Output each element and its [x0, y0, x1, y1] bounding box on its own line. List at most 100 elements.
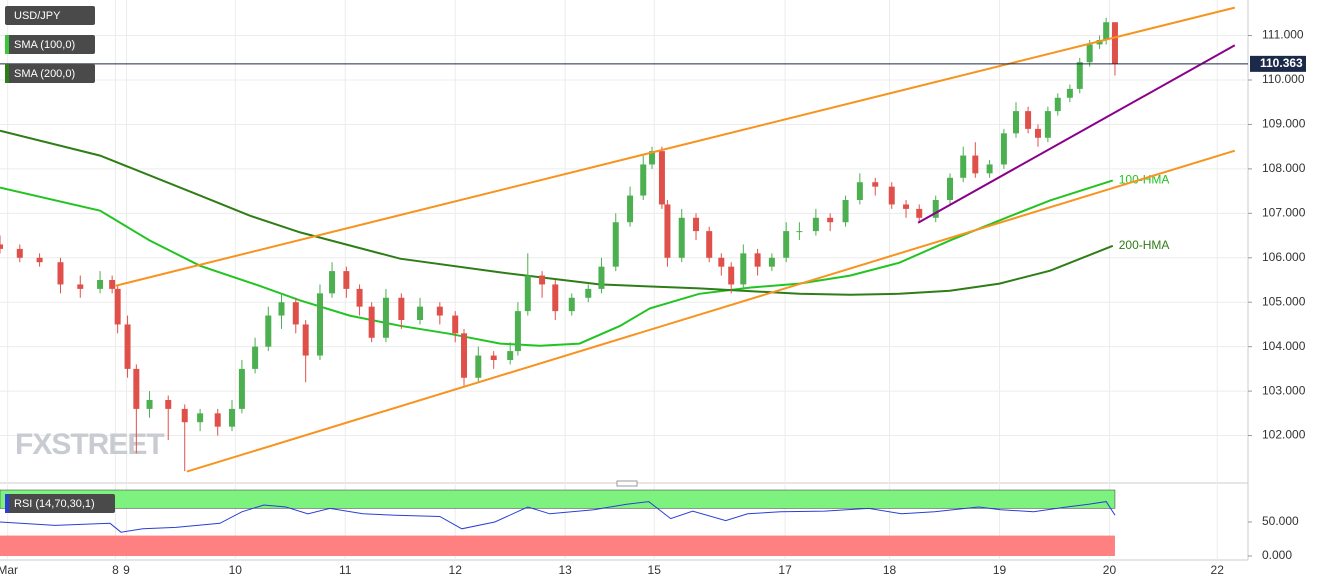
x-tick-label: 18 [883, 563, 897, 577]
candle-body [181, 408, 188, 423]
candle-body [664, 204, 671, 258]
candle-body [214, 413, 221, 427]
legend-box[interactable] [5, 35, 95, 54]
legend-label: RSI (14,70,30,1) [14, 498, 95, 510]
candle-body [903, 204, 910, 209]
rsi-overbought-zone [0, 489, 1116, 509]
candle-body [238, 368, 245, 409]
y-tick-label: 110.000 [1262, 72, 1305, 86]
candle-body [706, 231, 713, 258]
legend-label: SMA (200,0) [14, 68, 75, 80]
candle-body [114, 288, 121, 325]
candle-body [329, 271, 336, 294]
pane-handle[interactable] [616, 480, 638, 487]
candle-body [252, 346, 259, 369]
legend-box[interactable] [5, 494, 115, 513]
candle-body [693, 217, 700, 232]
candle-body [292, 302, 299, 325]
x-tick-label: 9 [123, 563, 130, 577]
candle-body [552, 284, 559, 312]
y-tick-label: 105.000 [1262, 294, 1306, 308]
candle-body [356, 288, 363, 307]
candle-body [417, 306, 424, 320]
x-tick-label: 13 [558, 563, 572, 577]
last-price-label: 110.363 [1260, 56, 1303, 70]
candle-body [278, 302, 285, 316]
y-tick-label: 50.000 [1262, 514, 1299, 528]
candle-body [842, 200, 849, 223]
y-tick-label: 103.000 [1262, 383, 1306, 397]
x-tick-label: 22 [1211, 563, 1225, 577]
legend-swatch [5, 494, 9, 513]
candle-body [856, 182, 863, 200]
y-tick-label: 108.000 [1262, 161, 1306, 175]
candle-body [649, 151, 656, 165]
candle-body [585, 288, 592, 298]
moving-average-line [0, 129, 1114, 296]
candle-body [109, 280, 116, 289]
candle-body [343, 271, 350, 289]
legend-box[interactable] [5, 6, 95, 25]
candle-body [265, 315, 272, 347]
candle-body [1086, 44, 1093, 63]
candle-body [524, 275, 531, 312]
candle-body [57, 262, 64, 285]
candle-body [640, 164, 647, 196]
legend-box[interactable] [5, 64, 95, 83]
candle-body [1103, 22, 1110, 40]
legend-swatch [5, 64, 9, 83]
candle-body [0, 244, 3, 249]
y-tick-label: 107.000 [1262, 206, 1306, 220]
candle-body [452, 315, 459, 334]
x-tick-label: Mar [0, 563, 18, 577]
candle-body [36, 257, 43, 263]
candle-body [398, 297, 405, 320]
candle-body [507, 351, 514, 360]
candle-body [539, 275, 546, 285]
candle-body [888, 186, 895, 205]
candle-body [77, 284, 84, 289]
candle-body [316, 293, 323, 356]
last-price-box [1250, 55, 1306, 72]
candle-body [827, 217, 834, 223]
candle-body [612, 222, 619, 267]
candle-body [1111, 22, 1118, 64]
x-tick-label: 11 [339, 563, 352, 577]
candle-body [490, 355, 497, 360]
x-tick-label: 17 [778, 563, 792, 577]
candle-body [165, 400, 172, 409]
candle-body [796, 231, 803, 233]
candle-body [718, 257, 725, 267]
candle-body [146, 400, 153, 409]
moving-average-line [0, 179, 1114, 347]
candle-body [1066, 88, 1073, 98]
candle-body [627, 195, 634, 223]
candle-body [229, 408, 236, 427]
candle-body [972, 155, 979, 174]
candle-body [97, 280, 104, 289]
candle-body [1034, 128, 1041, 138]
candle-body [197, 413, 204, 423]
y-tick-label: 109.000 [1262, 117, 1306, 131]
trendline [115, 6, 1236, 287]
trendline [917, 44, 1236, 224]
candle-body [16, 248, 23, 258]
x-tick-label: 19 [993, 563, 1007, 577]
candle-body [1025, 111, 1032, 129]
candle-body [436, 306, 443, 316]
rsi-oversold-zone [0, 535, 1115, 556]
candle-body [382, 297, 389, 338]
candle-body [658, 151, 665, 205]
series-label: 200-HMA [1119, 238, 1170, 252]
candle-body [754, 253, 761, 267]
y-tick-label: 0.000 [1262, 548, 1292, 562]
rsi-line [0, 501, 1116, 533]
y-tick-label: 106.000 [1262, 250, 1306, 264]
x-tick-label: 20 [1103, 563, 1117, 577]
candle-body [728, 266, 735, 285]
x-tick-label: 12 [449, 563, 463, 577]
candle-body [740, 253, 747, 285]
candle-body [872, 182, 879, 187]
candle-body [1000, 133, 1007, 165]
